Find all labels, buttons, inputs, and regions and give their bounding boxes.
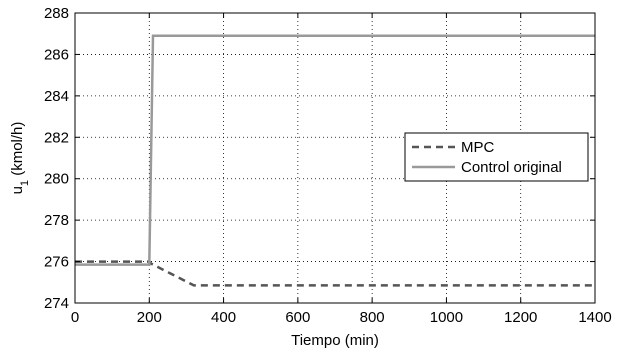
x-tick-label-5: 1000 [430, 309, 463, 326]
y-tick-label-5: 284 [44, 88, 69, 105]
x-axis-label: Tiempo (min) [291, 332, 379, 349]
series-layer [75, 34, 595, 287]
series-line-control-original [75, 34, 595, 266]
x-tick-label-6: 1200 [504, 309, 537, 326]
y-axis-label-main: u [9, 186, 26, 194]
y-tick-label-6: 286 [44, 46, 69, 63]
x-tick-label-0: 0 [71, 309, 79, 326]
y-tick-label-2: 278 [44, 212, 69, 229]
legend-label-0: MPC [461, 139, 495, 156]
legend-box [404, 132, 589, 182]
x-tick-label-1: 200 [137, 309, 162, 326]
x-tick-label-2: 400 [211, 309, 236, 326]
y-axis-label-unit: (kmol/h) [9, 122, 26, 180]
y-tick-label-7: 288 [44, 5, 69, 22]
x-tick-label-7: 1400 [578, 309, 611, 326]
x-tick-label-3: 600 [285, 309, 310, 326]
y-axis-label: u1 (kmol/h) [9, 122, 31, 195]
ticks: 0 200 400 600 800 1000 1200 1400 274 276 278 280 282… [44, 5, 612, 326]
y-axis-label-subscript: 1 [19, 180, 31, 186]
y-tick-label-0: 274 [44, 295, 69, 312]
legend: MPC Control original [404, 132, 589, 182]
y-tick-label-4: 282 [44, 129, 69, 146]
x-tick-label-4: 800 [360, 309, 385, 326]
y-tick-label-3: 280 [44, 171, 69, 188]
plot-frame [74, 12, 596, 304]
legend-label-1: Control original [461, 159, 562, 176]
y-tick-label-1: 276 [44, 254, 69, 271]
series-line-mpc [75, 260, 595, 287]
